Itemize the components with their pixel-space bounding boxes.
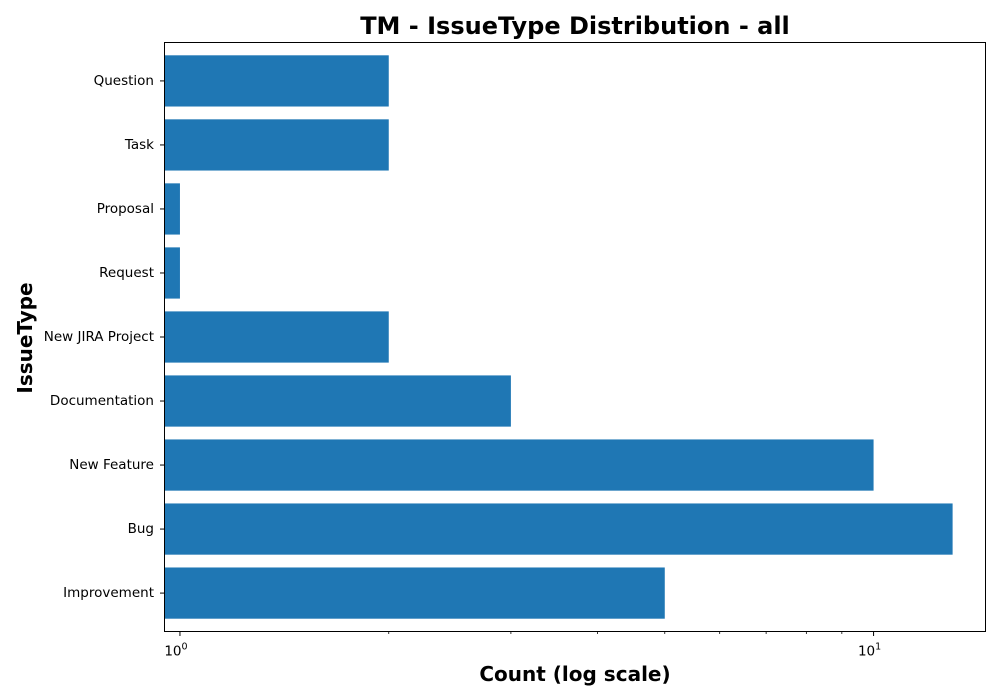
y-tick-label-0: Improvement	[63, 585, 154, 601]
y-tick-label-6: Proposal	[97, 201, 154, 217]
bar-8	[164, 55, 389, 107]
x-axis-label: Count (log scale)	[479, 662, 670, 686]
bar-3	[164, 375, 511, 427]
y-ticks-layer: Improvement Bug New Feature Documentation Ne…	[44, 73, 165, 601]
x-tick-label-1: 101	[858, 642, 881, 660]
bar-0	[164, 567, 665, 619]
x-ticks-layer: 100 101	[164, 631, 881, 660]
bar-7	[164, 119, 389, 171]
y-tick-label-7: Task	[124, 137, 154, 153]
y-tick-label-2: New Feature	[69, 457, 154, 473]
bar-1	[164, 503, 953, 555]
bar-5	[164, 247, 180, 299]
y-tick-label-1: Bug	[128, 521, 154, 537]
chart-title: TM - IssueType Distribution - all	[360, 12, 790, 40]
bars-layer	[164, 55, 953, 619]
y-tick-label-8: Question	[94, 73, 154, 89]
bar-4	[164, 311, 389, 363]
bar-6	[164, 183, 180, 235]
y-tick-label-3: Documentation	[50, 393, 154, 409]
bar-2	[164, 439, 874, 491]
y-axis-label: IssueType	[13, 282, 37, 393]
x-tick-label-0: 100	[164, 642, 187, 660]
plot-frame	[164, 42, 986, 632]
y-tick-label-5: Request	[99, 265, 154, 281]
y-tick-label-4: New JIRA Project	[44, 329, 154, 345]
